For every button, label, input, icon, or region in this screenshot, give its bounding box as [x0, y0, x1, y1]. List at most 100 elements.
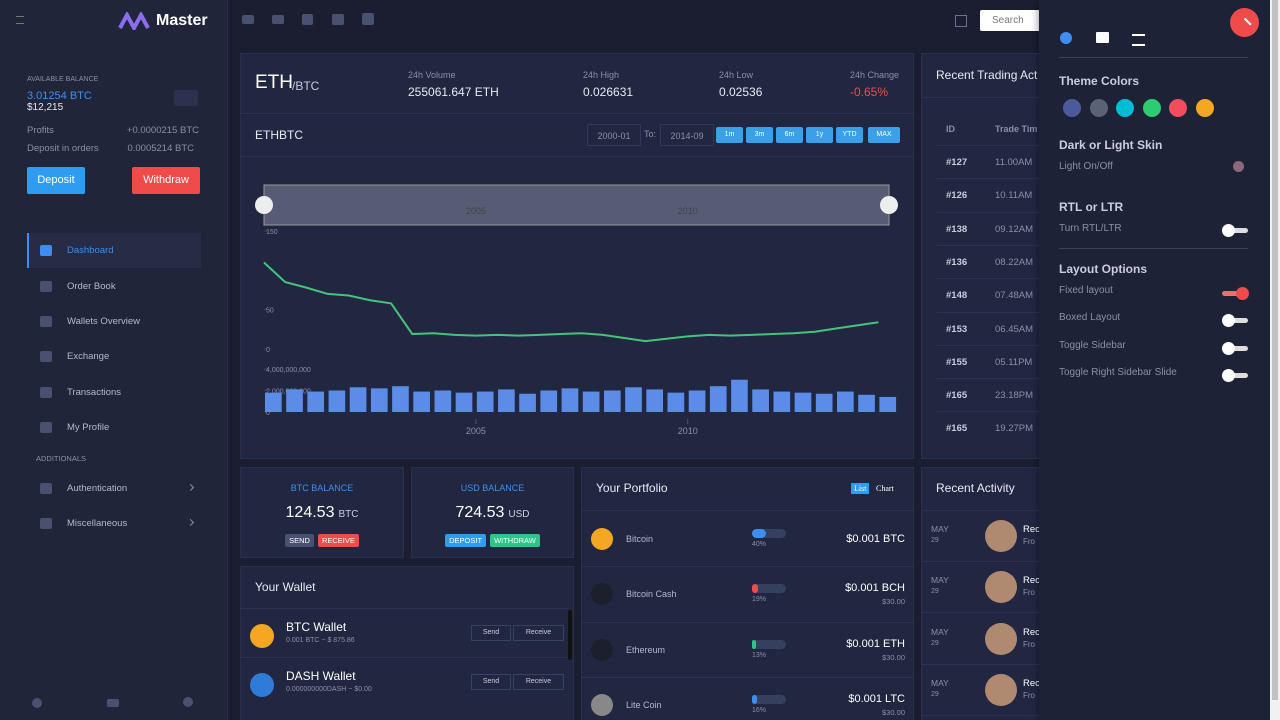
toggle-track[interactable]	[1222, 318, 1248, 324]
price-line	[263, 261, 879, 343]
date-from[interactable]: 2000-01	[587, 124, 641, 146]
menu-item[interactable]: Order Book	[67, 281, 116, 292]
progress-track	[752, 529, 786, 538]
tab-icon[interactable]	[1132, 34, 1145, 46]
pair: ETH	[255, 72, 293, 93]
theme-color[interactable]	[1116, 99, 1135, 117]
top-icon[interactable]	[332, 14, 344, 25]
tab-icon[interactable]	[1096, 32, 1109, 43]
tab-icon[interactable]	[1060, 32, 1072, 44]
range-button[interactable]: 3m	[746, 127, 773, 143]
top-icon[interactable]	[362, 13, 374, 25]
balance-button[interactable]: RECEIVE	[317, 534, 359, 547]
row-divider	[937, 411, 1057, 413]
navigator-tick-label: 2005	[466, 206, 486, 216]
activity-name: Rec	[1023, 524, 1040, 535]
top-icon[interactable]	[242, 15, 254, 24]
navigator	[263, 184, 890, 226]
option-label: Fixed layout	[1059, 285, 1113, 296]
theme-color[interactable]	[1142, 99, 1161, 117]
date-to[interactable]: 2014-09	[660, 124, 714, 146]
top-icon[interactable]	[272, 15, 284, 24]
range-button[interactable]: 6m	[776, 127, 803, 143]
deposit-button[interactable]: Deposit	[27, 167, 85, 194]
menu-item[interactable]: Dashboard	[67, 245, 114, 256]
footer-icon[interactable]	[107, 699, 119, 707]
balance-button[interactable]: DEPOSIT	[445, 534, 487, 547]
menu-item[interactable]: Exchange	[67, 351, 110, 362]
chart-button[interactable]	[174, 90, 198, 106]
range-button[interactable]: 1m	[716, 127, 743, 143]
sidebar	[0, 0, 228, 720]
scrollbar	[568, 610, 572, 660]
wallet-name: BTC Wallet	[286, 620, 347, 634]
skin-toggle[interactable]	[1233, 161, 1244, 172]
balance-amount-row: 724.53 USD	[411, 504, 574, 522]
coin-usd: $30.00	[882, 597, 905, 607]
range-button[interactable]: MAX	[868, 127, 900, 143]
volume-bar	[837, 391, 854, 412]
tab[interactable]: Chart	[876, 484, 894, 493]
progress-track	[752, 694, 786, 704]
withdraw-button[interactable]: Withdraw	[132, 167, 200, 194]
toggle-knob	[1222, 224, 1235, 237]
menu-item[interactable]: Miscellaneous	[67, 518, 128, 529]
range-button[interactable]: YTD	[836, 127, 863, 143]
tab[interactable]: List	[851, 483, 870, 494]
portfolio-title: Your Portfolio	[596, 481, 668, 495]
row-divider	[937, 145, 1057, 146]
trade-id: #165	[946, 423, 968, 435]
search-input[interactable]: Search	[980, 10, 1042, 31]
activity-day: 29	[931, 690, 939, 698]
footer-icon[interactable]	[32, 698, 42, 708]
theme-color[interactable]	[1196, 99, 1214, 117]
balance-button[interactable]: SEND	[285, 534, 314, 547]
receive-button[interactable]: Receive	[513, 674, 564, 690]
top-icon[interactable]	[302, 14, 313, 25]
toggle-track[interactable]	[1222, 372, 1248, 378]
toggle-track[interactable]	[1222, 291, 1248, 296]
range-button[interactable]: 1y	[806, 127, 833, 143]
row-divider	[937, 311, 1057, 313]
trade-id: #165	[946, 390, 968, 402]
activity-sub: Fro	[1023, 588, 1035, 598]
trade-id: #153	[946, 323, 968, 335]
activity-sub: Fro	[1023, 690, 1035, 700]
volume-bar	[625, 387, 642, 412]
menu-item[interactable]: Transactions	[67, 387, 122, 398]
menu-toggle[interactable]	[16, 16, 24, 24]
menu-item[interactable]: Wallets Overview	[67, 316, 141, 327]
menu-item[interactable]: Authentication	[67, 483, 128, 494]
stat-label: 24h Volume	[408, 70, 456, 80]
progress-fill	[752, 694, 758, 704]
volume-bar	[731, 379, 748, 412]
profits-value: +0.0000215 BTC	[126, 125, 199, 136]
section-title: Layout Options	[1059, 262, 1147, 276]
send-button[interactable]: Send	[471, 625, 511, 641]
activity-month: MAY	[931, 626, 949, 637]
receive-button[interactable]: Receive	[513, 625, 564, 641]
theme-color[interactable]	[1089, 99, 1108, 117]
theme-color[interactable]	[1169, 99, 1188, 117]
close-button[interactable]	[1230, 8, 1259, 37]
fullscreen-icon[interactable]	[955, 15, 967, 27]
balance-button[interactable]: WITHDRAW	[490, 534, 540, 547]
toggle-track[interactable]	[1222, 228, 1248, 233]
theme-color[interactable]	[1063, 99, 1081, 117]
divider	[921, 510, 1121, 511]
trade-time: 06.45AM	[995, 323, 1034, 335]
trade-id: #148	[946, 290, 968, 302]
row-divider	[921, 714, 1121, 716]
volume-bar	[773, 391, 791, 412]
activity-sub: Fro	[1023, 639, 1035, 649]
send-button[interactable]: Send	[471, 674, 511, 690]
section-title: Dark or Light Skin	[1059, 138, 1163, 152]
toggle-knob	[1236, 287, 1249, 300]
activity-name: Rec	[1023, 626, 1040, 638]
footer-icon[interactable]	[183, 697, 193, 707]
menu-icon	[40, 518, 52, 529]
menu-icon	[40, 387, 52, 398]
menu-item[interactable]: My Profile	[67, 422, 110, 433]
wallet-icon	[250, 624, 274, 648]
toggle-track[interactable]	[1222, 345, 1248, 351]
